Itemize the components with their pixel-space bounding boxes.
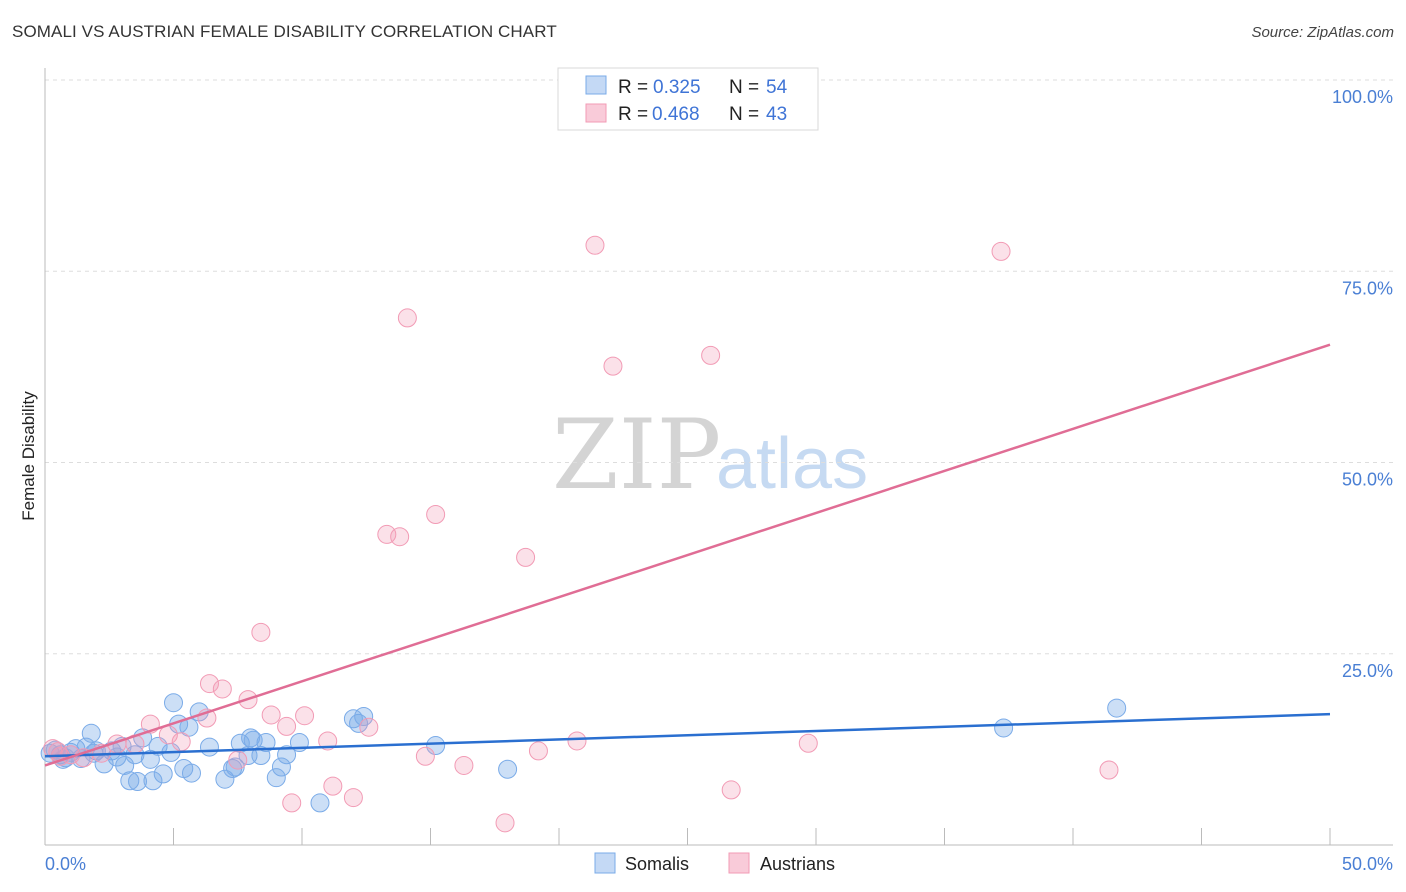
somali-point <box>181 763 201 783</box>
somali-point <box>128 772 148 792</box>
austrian-point <box>585 235 605 255</box>
austrian-point <box>390 527 410 547</box>
austrian-point <box>567 731 587 751</box>
legend-swatch-austrians <box>585 103 607 123</box>
austrian-point <box>295 706 315 726</box>
bottom-legend: Somalis Austrians <box>594 852 835 874</box>
legend-n-value-austrians: 43 <box>766 104 787 125</box>
legend-r-value-somalis: 0.325 <box>653 77 701 98</box>
austrian-point <box>701 345 721 365</box>
bottom-legend-swatch-somalis <box>594 852 616 874</box>
austrian-point <box>323 776 343 796</box>
somali-point <box>115 755 135 775</box>
legend-r-label-somalis: R = <box>618 77 648 98</box>
watermark-zip: ZIP <box>552 399 721 511</box>
somali-point <box>120 771 140 791</box>
austrian-point <box>43 739 63 759</box>
trend-lines <box>44 343 1331 767</box>
austrian-point <box>212 679 232 699</box>
y-tick-label: 100.0% <box>1332 87 1393 107</box>
austrian-point <box>603 356 623 376</box>
bottom-legend-swatch-austrians <box>728 852 750 874</box>
somali-point <box>230 733 250 753</box>
somali-point <box>153 764 173 784</box>
x-axis-ticks <box>44 828 1331 845</box>
legend-n-label-somalis: N = <box>729 77 759 98</box>
somali-point <box>271 757 291 777</box>
x-tick-label-max: 50.0% <box>1342 854 1393 874</box>
austrian-point <box>261 705 281 725</box>
top-legend: R = 0.325 N = 54 R = 0.468 N = 43 <box>557 67 819 131</box>
somali-point <box>256 732 276 752</box>
watermark-atlas: atlas <box>716 424 868 504</box>
somalis-trend-line <box>44 712 1331 758</box>
austrian-point <box>516 547 536 567</box>
bottom-legend-label-austrians: Austrians <box>760 854 835 874</box>
somali-point <box>164 693 183 713</box>
y-tick-label: 25.0% <box>1342 661 1393 681</box>
austrian-point <box>721 780 741 800</box>
austrian-point <box>282 793 302 813</box>
austrian-point <box>528 741 548 761</box>
y-tick-label: 50.0% <box>1342 470 1393 490</box>
legend-n-label-austrians: N = <box>729 104 759 125</box>
somali-point <box>498 759 518 779</box>
somali-point <box>310 793 330 813</box>
somali-point <box>277 745 297 765</box>
legend-n-value-somalis: 54 <box>766 77 788 98</box>
austrian-point <box>991 241 1011 261</box>
y-tick-label: 75.0% <box>1342 278 1393 298</box>
somali-point <box>143 771 163 791</box>
austrian-point <box>798 733 818 753</box>
austrian-point <box>277 716 297 736</box>
chart-title: SOMALI VS AUSTRIAN FEMALE DISABILITY COR… <box>12 22 557 41</box>
austrian-point <box>171 732 191 752</box>
austrians-trend-line <box>44 343 1331 767</box>
austrian-point <box>359 717 379 737</box>
gridlines <box>45 79 1393 655</box>
somali-point <box>241 728 261 748</box>
somali-point <box>426 736 446 756</box>
austrian-point <box>454 755 474 775</box>
source-credit: Source: ZipAtlas.com <box>1251 24 1394 41</box>
somali-point <box>354 706 374 726</box>
austrian-point <box>343 788 363 808</box>
somali-point <box>994 718 1014 738</box>
somali-point <box>1107 698 1127 718</box>
austrian-point <box>251 622 271 642</box>
somali-point <box>199 737 219 757</box>
legend-swatch-somalis <box>585 75 607 95</box>
austrian-point <box>397 308 417 328</box>
legend-r-label-austrians: R = <box>618 104 648 125</box>
austrian-point <box>228 750 248 770</box>
austrian-point <box>415 746 435 766</box>
austrian-point <box>1099 760 1119 780</box>
somali-point <box>215 769 235 789</box>
austrian-point <box>318 731 338 751</box>
y-axis-label: Female Disability <box>19 391 38 521</box>
somali-point <box>266 768 286 788</box>
austrian-point <box>495 813 515 833</box>
legend-r-value-austrians: 0.468 <box>652 104 700 125</box>
austrian-point <box>426 505 446 525</box>
bottom-legend-label-somalis: Somalis <box>625 854 689 874</box>
x-tick-label-min: 0.0% <box>45 854 86 874</box>
austrian-point <box>199 674 219 694</box>
somali-point <box>81 723 101 743</box>
y-axis-tick-labels: 25.0% 50.0% 75.0% 100.0% <box>1332 87 1393 681</box>
